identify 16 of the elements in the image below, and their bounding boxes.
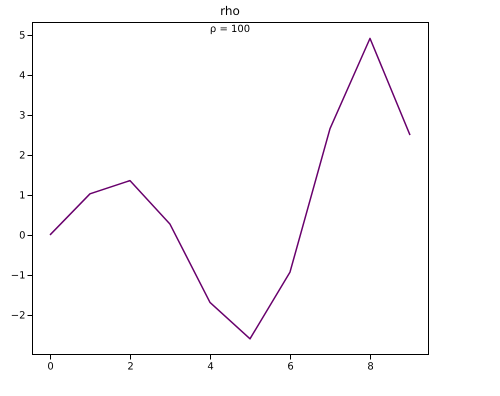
chart-title: rho: [220, 4, 240, 18]
annotation: ρ = 100: [210, 24, 250, 35]
line-series: [49, 38, 411, 340]
y-tick-label: 4: [19, 70, 26, 82]
y-tick-label: −2: [10, 310, 26, 322]
x-tick-label: 6: [287, 362, 294, 372]
y-tick-label: 0: [19, 230, 26, 242]
y-tick-label: −1: [10, 270, 26, 282]
x-tick-label: 4: [207, 362, 214, 372]
y-tick-label: 1: [19, 190, 26, 202]
y-tick-label: 5: [19, 30, 26, 42]
x-tick-label: 0: [47, 362, 54, 372]
x-tick-label: 8: [367, 362, 374, 372]
y-tick-label: 3: [19, 110, 26, 122]
x-tick-label: 2: [127, 362, 134, 372]
y-tick-label: 2: [19, 150, 26, 162]
